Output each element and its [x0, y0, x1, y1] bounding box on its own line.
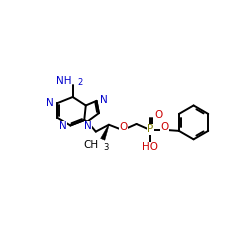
Text: 3: 3: [104, 142, 109, 152]
Text: N: N: [84, 121, 92, 131]
Text: 2: 2: [77, 78, 82, 87]
Text: O: O: [160, 122, 168, 132]
Text: HO: HO: [142, 142, 158, 152]
Text: O: O: [154, 110, 162, 120]
Text: CH: CH: [83, 140, 98, 150]
Text: O: O: [120, 122, 128, 132]
Text: N: N: [59, 121, 66, 131]
Polygon shape: [100, 124, 109, 140]
Text: P: P: [147, 124, 154, 134]
Text: N: N: [46, 98, 54, 108]
Text: N: N: [100, 95, 108, 105]
Text: NH: NH: [56, 76, 71, 86]
